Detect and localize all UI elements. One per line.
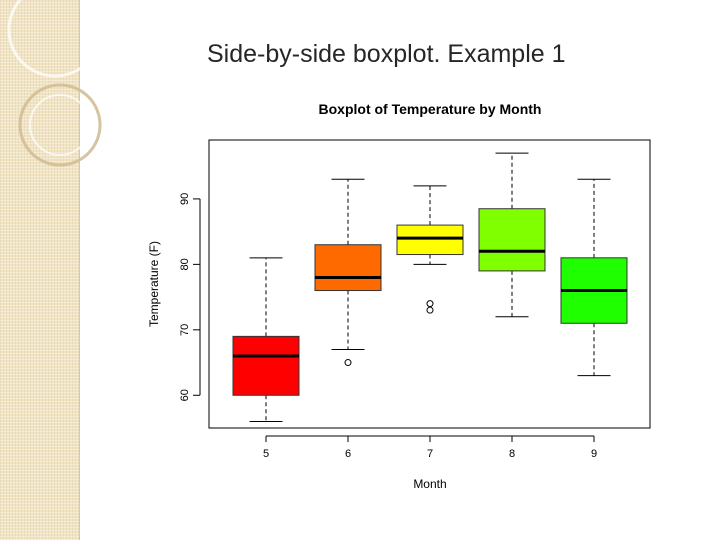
y-tick-label: 60 <box>179 389 191 401</box>
y-axis-label: Temperature (F) <box>147 241 161 327</box>
x-tick-label: 5 <box>263 448 269 460</box>
x-axis: 5 6 7 8 9 <box>263 435 597 460</box>
x-tick-label: 9 <box>591 448 597 460</box>
box-iqr <box>232 335 300 396</box>
box-iqr <box>314 244 382 292</box>
x-tick-label: 8 <box>509 448 515 460</box>
side-panel-divider <box>79 0 80 540</box>
box-group <box>478 152 546 318</box>
y-tick-label: 70 <box>179 324 191 336</box>
y-axis: 60 70 80 90 <box>179 193 201 401</box>
chart-title: Boxplot of Temperature by Month <box>319 101 542 117</box>
x-axis-label: Month <box>413 477 446 491</box>
box-group <box>560 178 628 377</box>
plot-frame <box>208 139 651 429</box>
outlier-point <box>426 306 434 314</box>
box-iqr <box>478 208 546 272</box>
decorative-circles <box>7 0 103 167</box>
outlier-point <box>344 359 352 367</box>
box-iqr <box>396 224 464 256</box>
x-tick-label: 7 <box>427 448 433 460</box>
boxes <box>232 152 628 422</box>
slide-title: Side-by-side boxplot. Example 1 <box>207 40 566 68</box>
box-group <box>232 257 300 422</box>
box-group <box>396 185 464 314</box>
outlier-point <box>426 300 434 308</box>
x-tick-label: 6 <box>345 448 351 460</box>
y-tick-label: 80 <box>179 258 191 270</box>
box-group <box>314 178 382 367</box>
y-tick-label: 90 <box>179 193 191 205</box>
